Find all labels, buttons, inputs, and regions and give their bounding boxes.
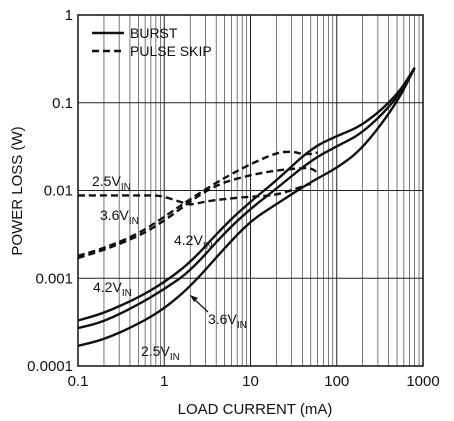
series-line-pulse-skip-2p5v	[78, 182, 312, 206]
y-tick-label: 0.01	[44, 183, 73, 200]
series-line-burst-2p5v	[77, 67, 416, 347]
annotation-ps-2p5vin: 2.5VIN	[92, 173, 131, 193]
legend-label-burst: BURST	[130, 25, 178, 41]
x-tick-label: 1000	[406, 373, 439, 390]
y-tick-label: 0.001	[35, 270, 73, 287]
annotation-burst-4p2vin: 4.2VIN	[93, 279, 132, 299]
y-axis-title: POWER LOSS (W)	[9, 126, 26, 255]
plot-series	[77, 67, 416, 347]
x-tick-labels: 0.1 1 10 100 1000	[68, 373, 440, 390]
x-tick-label: 10	[242, 373, 259, 390]
series-line-burst-4p2v	[77, 67, 416, 322]
legend: BURST PULSE SKIP	[92, 25, 212, 59]
x-tick-label: 100	[324, 373, 349, 390]
annotation-ps-3p6vin: 3.6VIN	[100, 207, 139, 227]
annotation-burst-2p5vin: 2.5VIN	[141, 343, 180, 363]
series-line-pulse-skip-3p6v	[77, 166, 319, 260]
annotation-burst-3p6vin: 3.6VIN	[208, 311, 247, 331]
grid	[78, 15, 423, 366]
vin-annotations: 2.5VIN 3.6VIN 4.2VIN 4.2VIN 3.6VIN 2.5VI…	[92, 173, 247, 363]
plot-frame	[77, 14, 424, 367]
annotation-ps-4p2vin: 4.2VIN	[174, 232, 213, 252]
x-axis-title: LOAD CURRENT (mA)	[178, 401, 333, 418]
y-tick-label: 1	[65, 7, 73, 24]
y-tick-label: 0.0001	[27, 358, 73, 375]
x-tick-label: 1	[160, 373, 168, 390]
series-line-burst-3p6v	[77, 67, 416, 330]
series-line-pulse-skip-4p2v	[77, 150, 318, 257]
x-tick-label: 0.1	[68, 373, 89, 390]
y-tick-label: 0.1	[52, 95, 73, 112]
legend-label-pulse-skip: PULSE SKIP	[130, 43, 212, 59]
annotation-arrowhead-3p6vin	[190, 295, 198, 302]
y-tick-labels: 0.0001 0.001 0.01 0.1 1	[27, 7, 73, 375]
